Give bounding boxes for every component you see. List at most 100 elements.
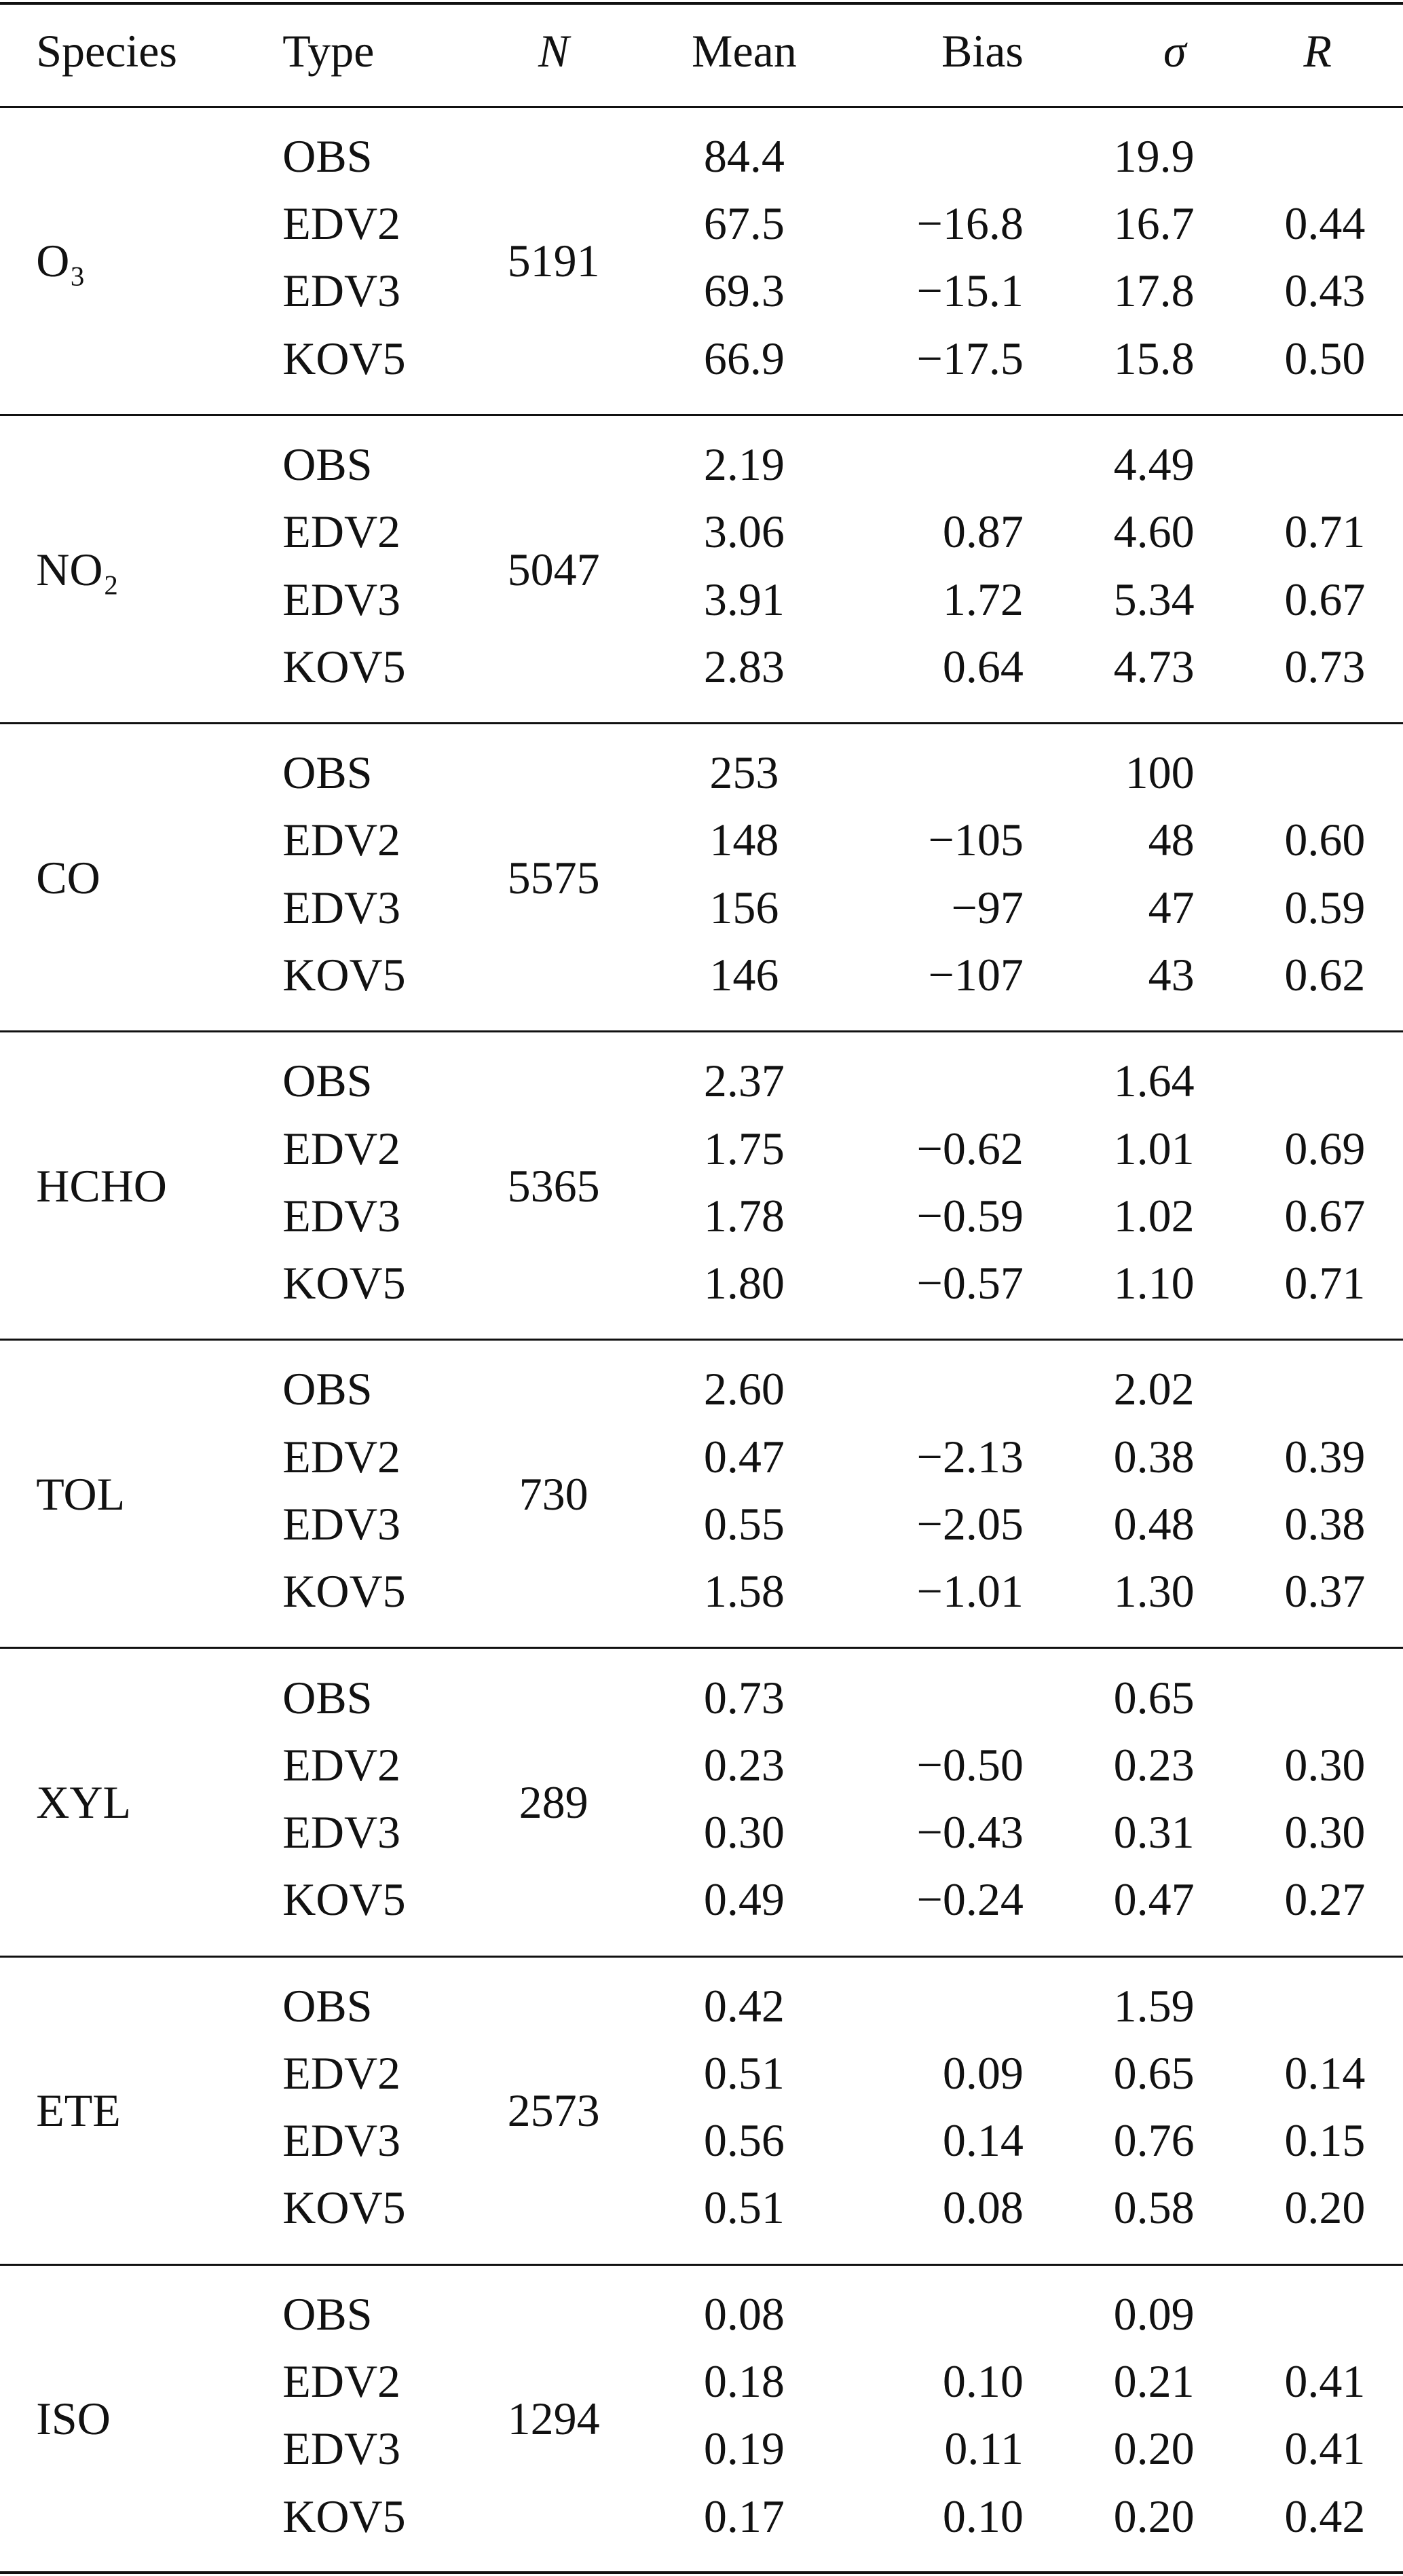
- value: 0.10: [942, 2490, 1024, 2542]
- value: 1.59: [1113, 1979, 1195, 2032]
- type: EDV2: [282, 506, 401, 558]
- value: 0.64: [942, 640, 1024, 692]
- type: OBS: [282, 1055, 373, 1107]
- type: EDV3: [282, 1189, 401, 1242]
- value: 0.87: [942, 506, 1024, 558]
- value: 0.09: [1113, 2288, 1195, 2340]
- rule: [0, 722, 1403, 725]
- value: 0.60: [1284, 814, 1366, 866]
- value: 0.38: [1284, 1497, 1366, 1550]
- type: EDV3: [282, 2114, 401, 2167]
- value: 0.51: [703, 2047, 785, 2099]
- value: 0.08: [703, 2288, 785, 2340]
- value: −97: [951, 881, 1024, 933]
- value: 3.91: [703, 573, 785, 625]
- value: 0.56: [703, 2114, 785, 2167]
- type: EDV2: [282, 1122, 401, 1174]
- value: 17.8: [1113, 265, 1195, 317]
- type: KOV5: [282, 1565, 406, 1618]
- count: 5575: [507, 851, 600, 903]
- type: OBS: [282, 130, 373, 182]
- header-cell: Mean: [692, 25, 797, 77]
- type: KOV5: [282, 2490, 406, 2542]
- value: 5.34: [1113, 573, 1195, 625]
- value: −17.5: [916, 332, 1024, 384]
- value: 69.3: [703, 265, 785, 317]
- type: EDV2: [282, 198, 401, 250]
- value: 0.42: [1284, 2490, 1366, 2542]
- species: HCHO: [36, 1159, 167, 1212]
- rule: [0, 1, 1403, 5]
- value: 0.65: [1113, 2047, 1195, 2099]
- type: OBS: [282, 438, 373, 491]
- value: 47: [1148, 881, 1195, 933]
- value: 156: [709, 881, 779, 933]
- value: 100: [1125, 747, 1195, 799]
- value: 148: [709, 814, 779, 866]
- value: 4.49: [1113, 438, 1195, 491]
- value: 0.19: [703, 2423, 785, 2475]
- value: −16.8: [916, 198, 1024, 250]
- value: 15.8: [1113, 332, 1195, 384]
- species: CO: [36, 851, 100, 903]
- type: KOV5: [282, 948, 406, 1001]
- type: OBS: [282, 1979, 373, 2032]
- rule: [0, 1339, 1403, 1341]
- value: −0.57: [916, 1257, 1024, 1309]
- value: 0.23: [1113, 1738, 1195, 1791]
- type: KOV5: [282, 1257, 406, 1309]
- value: 0.18: [703, 2355, 785, 2408]
- species: ETE: [36, 2085, 121, 2137]
- value: 66.9: [703, 332, 785, 384]
- type: EDV2: [282, 2047, 401, 2099]
- value: 0.15: [1284, 2114, 1366, 2167]
- value: 0.50: [1284, 332, 1366, 384]
- header-cell: Species: [36, 25, 177, 77]
- value: 48: [1148, 814, 1195, 866]
- count: 2573: [507, 2085, 600, 2137]
- type: KOV5: [282, 332, 406, 384]
- value: 0.67: [1284, 573, 1366, 625]
- value: 0.30: [1284, 1806, 1366, 1859]
- type: KOV5: [282, 640, 406, 692]
- value: 1.10: [1113, 1257, 1195, 1309]
- value: 43: [1148, 948, 1195, 1001]
- value: 1.02: [1113, 1189, 1195, 1242]
- value: 2.83: [703, 640, 785, 692]
- value: 0.37: [1284, 1565, 1366, 1618]
- header-cell: Bias: [941, 25, 1024, 77]
- value: 0.55: [703, 1497, 785, 1550]
- type: EDV3: [282, 573, 401, 625]
- value: 1.64: [1113, 1055, 1195, 1107]
- value: 0.17: [703, 2490, 785, 2542]
- type: EDV2: [282, 1738, 401, 1791]
- value: 84.4: [703, 130, 785, 182]
- value: 0.31: [1113, 1806, 1195, 1859]
- value: 1.58: [703, 1565, 785, 1618]
- header-cell: Type: [282, 25, 375, 77]
- count: 1294: [507, 2393, 600, 2445]
- type: KOV5: [282, 2182, 406, 2234]
- count: 5191: [507, 235, 600, 287]
- value: 0.20: [1113, 2490, 1195, 2542]
- rule: [0, 1647, 1403, 1649]
- species: XYL: [36, 1776, 131, 1828]
- value: 2.60: [703, 1363, 785, 1415]
- value: 253: [709, 747, 779, 799]
- type: EDV2: [282, 2355, 401, 2408]
- value: −0.59: [916, 1189, 1024, 1242]
- value: 0.49: [703, 1873, 785, 1926]
- count: 289: [519, 1776, 588, 1828]
- value: −0.43: [916, 1806, 1024, 1859]
- value: 0.20: [1113, 2423, 1195, 2475]
- value: 0.39: [1284, 1430, 1366, 1482]
- count: 5047: [507, 543, 600, 595]
- value: 0.14: [1284, 2047, 1366, 2099]
- rule: [0, 2263, 1403, 2266]
- rule: [0, 1955, 1403, 1958]
- value: 0.09: [942, 2047, 1024, 2099]
- type: OBS: [282, 747, 373, 799]
- type: KOV5: [282, 1873, 406, 1926]
- value: 0.59: [1284, 881, 1366, 933]
- value: 0.42: [703, 1979, 785, 2032]
